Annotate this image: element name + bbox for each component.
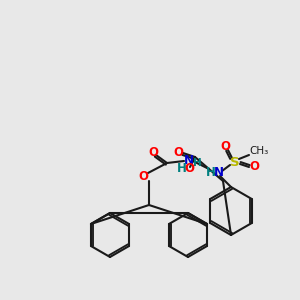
Text: O: O — [148, 146, 158, 158]
Text: O: O — [184, 163, 194, 176]
Text: O: O — [138, 170, 148, 184]
Text: N: N — [214, 167, 224, 179]
Text: H: H — [206, 167, 216, 179]
Text: O: O — [249, 160, 259, 173]
Text: N: N — [184, 154, 194, 167]
Text: S: S — [230, 157, 240, 169]
Text: O: O — [220, 140, 230, 152]
Text: H: H — [193, 158, 201, 168]
Text: O: O — [173, 146, 183, 160]
Text: CH₃: CH₃ — [249, 146, 268, 156]
Text: H: H — [177, 163, 187, 176]
